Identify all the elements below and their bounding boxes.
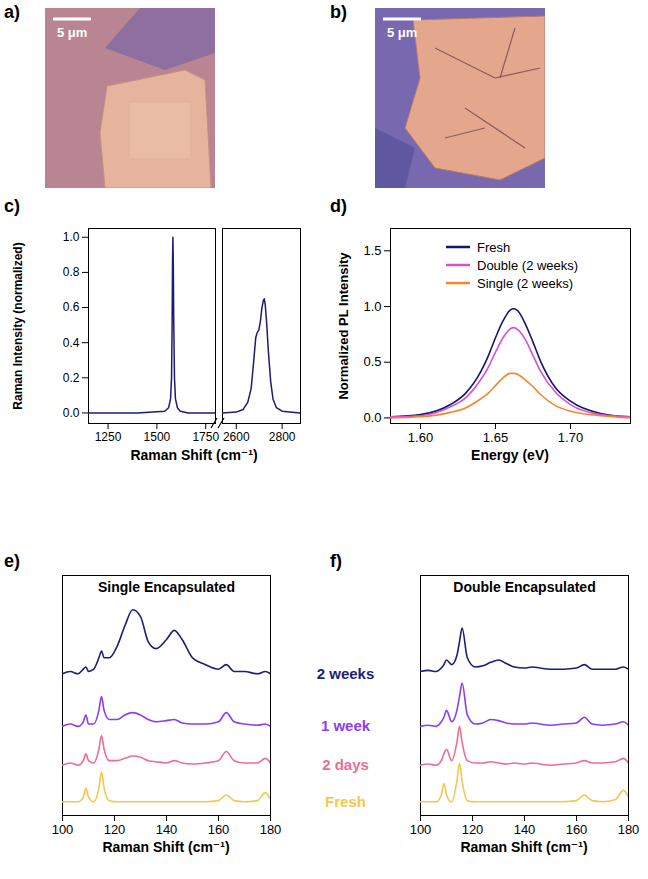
html-text:f): f) <box>330 551 342 571</box>
html-text:Fresh: Fresh <box>477 239 511 255</box>
html-text:a): a) <box>4 2 20 22</box>
html-text:Raman Intensity (normalized): Raman Intensity (normalized) <box>11 241 25 410</box>
html-text:Raman Shift (cm⁻¹): Raman Shift (cm⁻¹) <box>130 447 258 463</box>
html-text:b): b) <box>330 2 347 22</box>
svg-text:Fresh: Fresh <box>325 793 366 810</box>
html-text:d): d) <box>330 196 347 216</box>
svg-text:0.0: 0.0 <box>63 406 80 420</box>
svg-text:180: 180 <box>618 822 640 837</box>
svg-text:0.8: 0.8 <box>63 265 80 279</box>
svg-text:Double Encapsulated: Double Encapsulated <box>453 579 595 595</box>
svg-text:120: 120 <box>104 822 126 837</box>
svg-text:160: 160 <box>566 822 588 837</box>
html-text:Energy (eV): Energy (eV) <box>471 447 549 463</box>
svg-text:1250: 1250 <box>95 430 122 444</box>
svg-text:1.5: 1.5 <box>363 243 381 258</box>
svg-text:1.0: 1.0 <box>63 230 80 244</box>
svg-text:2 weeks: 2 weeks <box>317 665 375 682</box>
html-text:e): e) <box>4 551 20 571</box>
svg-text:2 days: 2 days <box>322 756 369 773</box>
html-text:Raman Shift (cm⁻¹): Raman Shift (cm⁻¹) <box>102 839 230 855</box>
svg-text:0.5: 0.5 <box>363 354 381 369</box>
svg-text:1 week: 1 week <box>321 717 371 734</box>
svg-text:140: 140 <box>514 822 536 837</box>
svg-text:Single Encapsulated: Single Encapsulated <box>98 579 235 595</box>
svg-text:180: 180 <box>260 822 282 837</box>
svg-text:1.60: 1.60 <box>408 430 433 445</box>
svg-text:1.0: 1.0 <box>363 299 381 314</box>
html-text:Normalized PL Intensity: Normalized PL Intensity <box>335 251 351 400</box>
svg-text:140: 140 <box>156 822 178 837</box>
svg-text:0.0: 0.0 <box>363 410 381 425</box>
svg-text:100: 100 <box>52 822 74 837</box>
svg-text:1.70: 1.70 <box>558 430 583 445</box>
svg-text:2600: 2600 <box>223 430 250 444</box>
svg-text:1.65: 1.65 <box>483 430 508 445</box>
svg-text:100: 100 <box>410 822 432 837</box>
svg-text:1500: 1500 <box>144 430 171 444</box>
svg-text:160: 160 <box>208 822 230 837</box>
svg-text:2800: 2800 <box>269 430 296 444</box>
svg-text:1750: 1750 <box>192 430 219 444</box>
svg-text:5 μm: 5 μm <box>57 25 87 40</box>
svg-text:0.6: 0.6 <box>63 300 80 314</box>
svg-text:5 μm: 5 μm <box>387 25 417 40</box>
svg-text:120: 120 <box>462 822 484 837</box>
html-text:Raman Shift (cm⁻¹): Raman Shift (cm⁻¹) <box>460 839 588 855</box>
html-text:c): c) <box>4 196 20 216</box>
html-text:Single (2 weeks): Single (2 weeks) <box>477 275 574 291</box>
svg-text:0.2: 0.2 <box>63 371 80 385</box>
html-text:Double (2 weeks): Double (2 weeks) <box>477 257 579 273</box>
svg-text:0.4: 0.4 <box>63 336 80 350</box>
